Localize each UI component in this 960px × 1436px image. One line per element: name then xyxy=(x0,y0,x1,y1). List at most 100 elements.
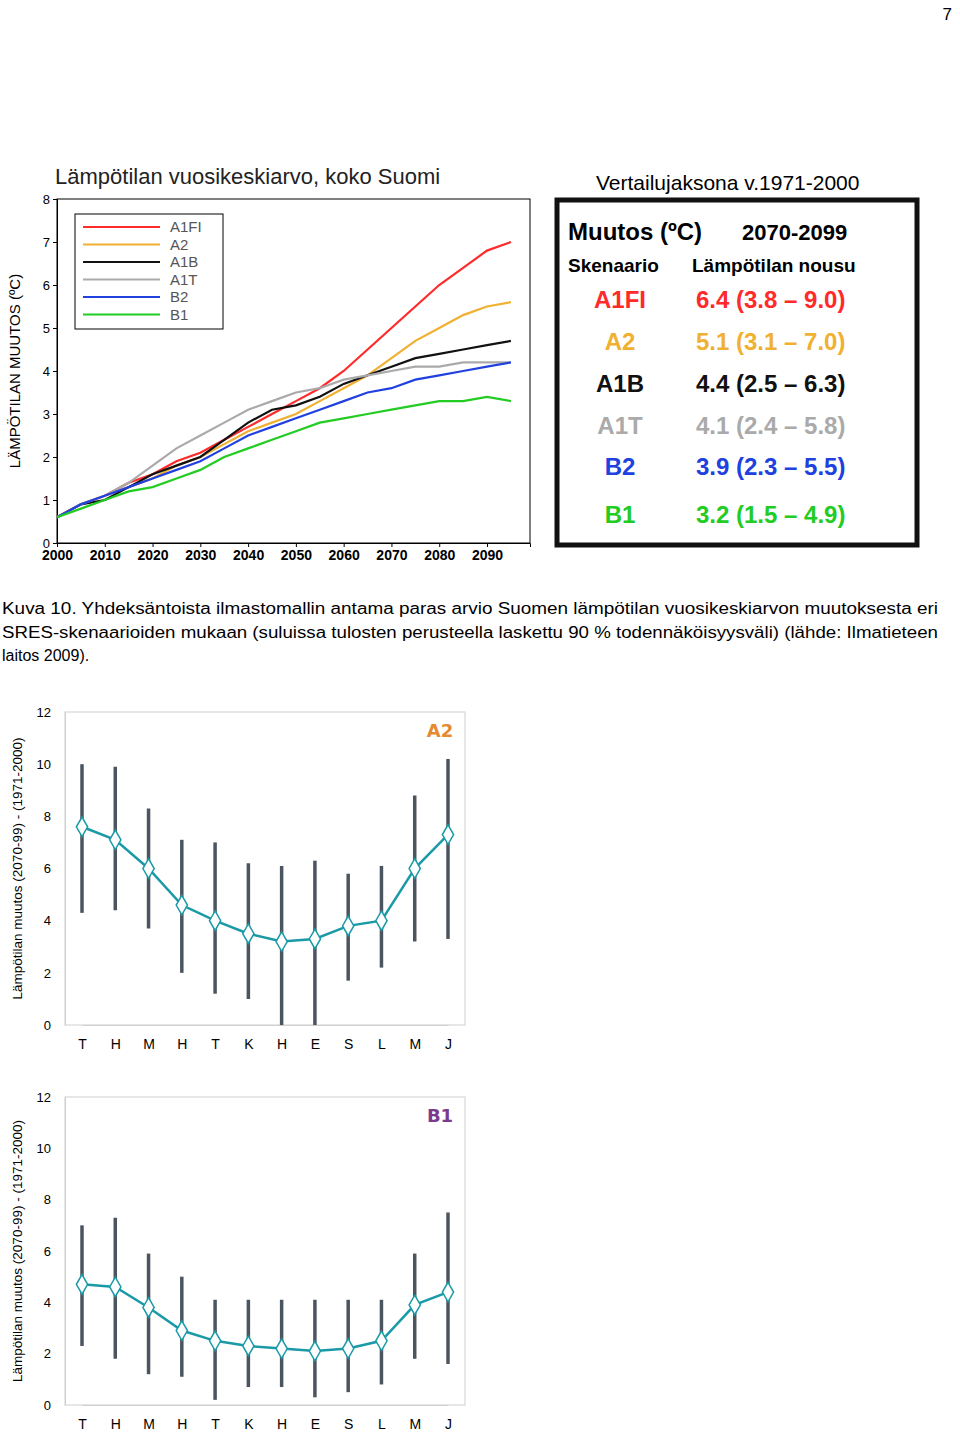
tick-label: J xyxy=(445,1036,452,1052)
marker xyxy=(143,859,154,879)
chart: Lämpötilan muutos (2070-99) - (1971-2000… xyxy=(10,1090,465,1432)
tick-label: 0 xyxy=(44,1018,51,1033)
tick-label: 8 xyxy=(43,192,50,207)
axis: 2000201020202030204020502060207020802090 xyxy=(42,543,531,563)
tick-label: J xyxy=(445,1416,452,1432)
tick: M xyxy=(143,1036,155,1052)
series-line xyxy=(57,362,511,517)
table-cell: B1 xyxy=(605,501,636,528)
tick: 8 xyxy=(43,192,57,207)
marker xyxy=(376,1331,387,1351)
series-line xyxy=(82,827,448,942)
tick: 4 xyxy=(44,1295,65,1310)
tick-mark xyxy=(53,543,57,544)
tick: 6 xyxy=(43,278,57,293)
plot-frame xyxy=(65,712,465,1025)
tick-label: T xyxy=(78,1416,87,1432)
table-cell: 3.9 (2.3 – 5.5) xyxy=(696,453,845,480)
tick: H xyxy=(111,1416,121,1432)
tick-label: 2050 xyxy=(281,547,312,563)
marker xyxy=(76,817,87,837)
tick: K xyxy=(244,1416,254,1432)
tick-label: 2040 xyxy=(233,547,264,563)
tick-label: 3 xyxy=(43,407,50,422)
tick: 2050 xyxy=(281,543,312,563)
tick-label: 2030 xyxy=(185,547,216,563)
axis-line xyxy=(53,200,58,544)
tick: 2 xyxy=(44,965,65,980)
legend-swatch xyxy=(83,244,160,246)
tick: E xyxy=(311,1416,320,1432)
tick: 8 xyxy=(44,1192,65,1207)
marker xyxy=(143,1298,154,1318)
tick: 2070 xyxy=(376,543,407,563)
tick: J xyxy=(445,1036,452,1052)
table-cell: 6.4 (3.8 – 9.0) xyxy=(696,286,845,313)
tick: E xyxy=(311,1036,320,1052)
tick: T xyxy=(78,1036,87,1052)
tick-label: M xyxy=(409,1036,421,1052)
table-subheader: Lämpötilan nousu xyxy=(692,255,856,276)
tick: 2080 xyxy=(424,543,455,563)
tick-mark xyxy=(53,199,57,200)
tick: 2020 xyxy=(137,543,168,563)
tick-label: S xyxy=(344,1416,353,1432)
tick: 10 xyxy=(37,1141,65,1156)
tick-label: T xyxy=(78,1036,87,1052)
axis-line xyxy=(83,1025,449,1026)
table-title: Vertailujaksona v.1971-2000 xyxy=(596,171,859,194)
tick-label: L xyxy=(378,1036,386,1052)
tick-label: L xyxy=(378,1416,386,1432)
tick-label: 7 xyxy=(43,235,50,250)
tick-label: E xyxy=(311,1036,320,1052)
tick-label: T xyxy=(211,1036,220,1052)
tick-label: 8 xyxy=(44,1192,51,1207)
tick-label: K xyxy=(244,1036,254,1052)
tick: H xyxy=(177,1416,187,1432)
table-cell: A2 xyxy=(605,328,636,355)
axis: THMHTKHESLMJ xyxy=(78,1026,452,1052)
marker xyxy=(110,830,121,850)
tick-label: M xyxy=(143,1036,155,1052)
page: 7Lämpötilan vuosikeskiarvo, koko SuomiLÄ… xyxy=(0,0,960,1436)
caption-line: SRES-skenaarioiden mukaan (suluissa tulo… xyxy=(2,624,938,641)
marker xyxy=(409,859,420,879)
table-cell: 3.2 (1.5 – 4.9) xyxy=(696,501,845,528)
tick: T xyxy=(211,1416,220,1432)
caption: Kuva 10. Yhdeksäntoista ilmastomallin an… xyxy=(2,600,938,664)
table-subheader: Skenaario xyxy=(568,255,659,276)
tick: 6 xyxy=(44,1244,65,1259)
tick-mark xyxy=(53,500,57,501)
tick-label: S xyxy=(344,1036,353,1052)
marker xyxy=(276,1339,287,1359)
tick: 1 xyxy=(43,493,57,508)
tick: 2000 xyxy=(42,543,73,563)
table-cell: A1T xyxy=(597,412,643,439)
series-line xyxy=(57,397,511,517)
legend-swatch xyxy=(83,279,160,281)
marker xyxy=(442,1282,453,1302)
tick-mark xyxy=(53,414,57,415)
chart-title: Lämpötilan vuosikeskiarvo, koko Suomi xyxy=(55,164,440,189)
tick-label: 2090 xyxy=(472,547,503,563)
axis-title: Lämpötilan muutos (2070-99) - (1971-2000… xyxy=(10,738,25,1000)
tick: L xyxy=(378,1036,386,1052)
tick: L xyxy=(378,1416,386,1432)
marker xyxy=(176,895,187,915)
marker xyxy=(243,924,254,944)
tick: H xyxy=(177,1036,187,1052)
legend-swatch xyxy=(83,314,160,316)
tick-label: 6 xyxy=(43,278,50,293)
legend-label: A1FI xyxy=(170,218,202,235)
table: Vertailujaksona v.1971-2000Muutos (ºC)20… xyxy=(557,171,917,545)
legend: A1FIA2A1BA1TB2B1 xyxy=(75,214,223,329)
tick: 2 xyxy=(43,450,57,465)
tick-label: 12 xyxy=(37,705,51,720)
table-header: Muutos (ºC) xyxy=(568,218,702,245)
tick-label: 0 xyxy=(44,1398,51,1413)
marker xyxy=(343,1339,354,1359)
tick-label: 2000 xyxy=(42,547,73,563)
tick-label: 10 xyxy=(37,1141,51,1156)
marker xyxy=(376,911,387,931)
table-cell: 4.4 (2.5 – 6.3) xyxy=(696,370,845,397)
